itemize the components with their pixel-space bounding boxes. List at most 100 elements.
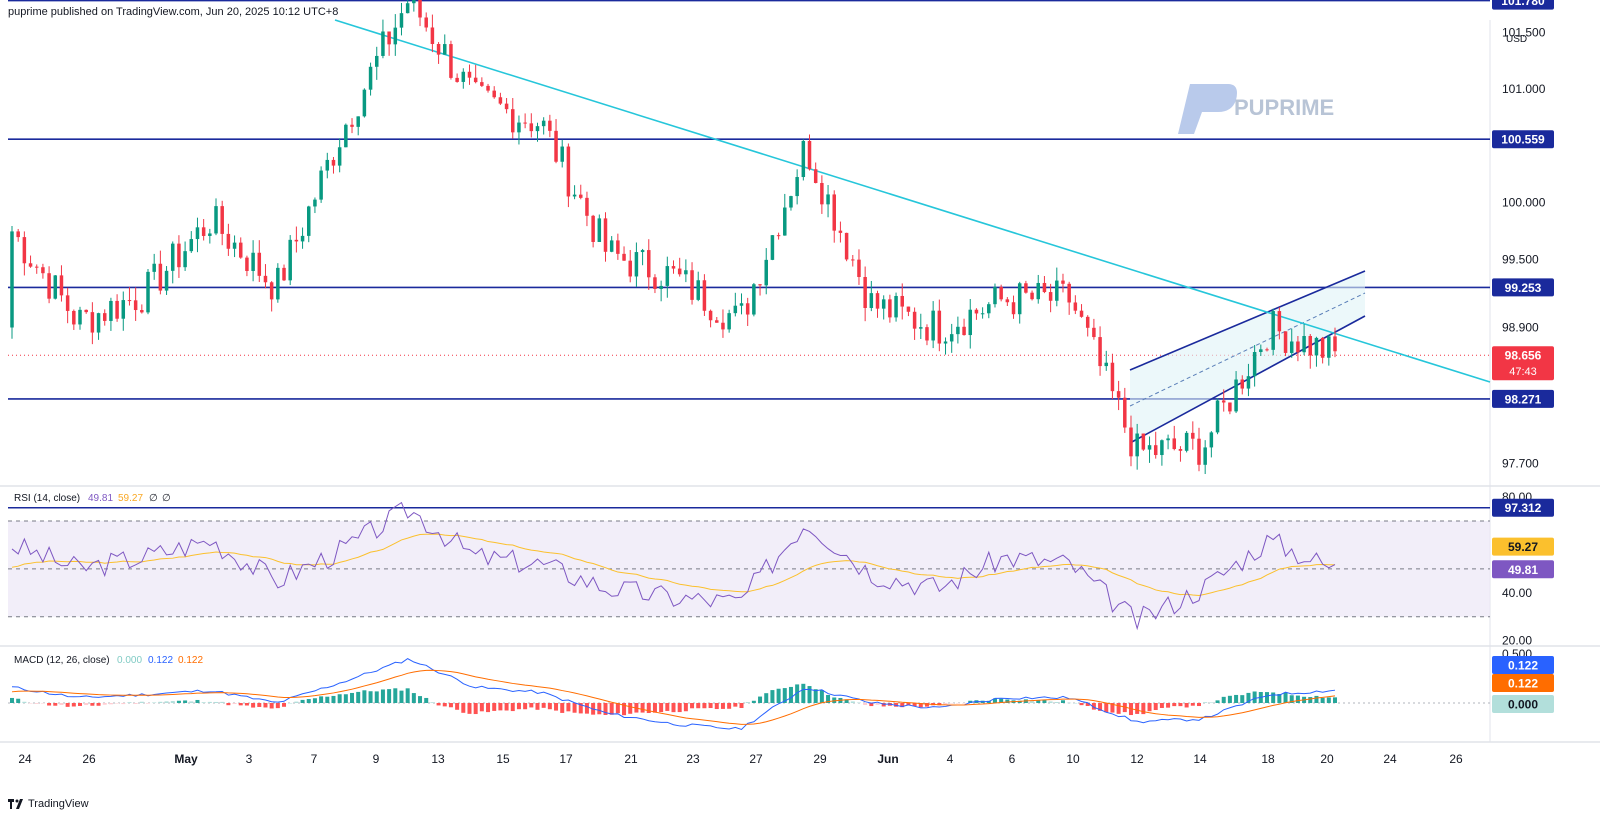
macd-histogram-bar xyxy=(34,703,39,704)
macd-histogram-bar xyxy=(1209,702,1214,703)
candle-body xyxy=(1265,349,1269,351)
candle-body xyxy=(300,235,305,242)
footer: TradingView xyxy=(8,798,89,810)
candle-body xyxy=(1042,282,1047,293)
macd-histogram-bar xyxy=(152,702,157,703)
macd-histogram-bar xyxy=(844,699,849,703)
macd-histogram-bar xyxy=(807,686,812,703)
candle-body xyxy=(1172,438,1177,450)
candle-body xyxy=(1203,447,1207,465)
candle-body xyxy=(443,44,447,55)
time-tick: 10 xyxy=(1066,752,1080,766)
macd-histogram-bar xyxy=(139,701,144,703)
time-axis: 24 26 May 3 7 9 13 15 17 21 23 27 29 Jun 4 6 10 12 14 18 20 2… xyxy=(18,752,1463,766)
macd-histogram-bar xyxy=(1067,702,1072,704)
macd-histogram-bar xyxy=(232,703,237,705)
candle-body xyxy=(331,159,336,166)
macd-histogram-bar xyxy=(696,703,701,709)
candle-body xyxy=(238,242,243,258)
macd-histogram-bar xyxy=(1190,703,1195,706)
candle-body xyxy=(313,199,317,207)
macd-histogram-bar xyxy=(523,703,528,710)
time-tick: 12 xyxy=(1130,752,1144,766)
macd-histogram-bar xyxy=(1240,695,1245,703)
macd-histogram-bar xyxy=(251,703,256,708)
macd-histogram-bar xyxy=(597,703,602,715)
candle-body xyxy=(245,257,249,271)
candles xyxy=(10,0,1337,475)
candle-body xyxy=(832,194,836,231)
macd-title: MACD (12, 26, close) xyxy=(14,655,110,666)
macd-histogram-bar xyxy=(1042,700,1047,703)
macd-histogram-bar xyxy=(269,703,274,709)
candle-body xyxy=(566,146,571,197)
macd-histogram-bar xyxy=(214,701,219,703)
candle-body xyxy=(758,284,762,286)
candle-body xyxy=(59,275,64,296)
candle-body xyxy=(1221,400,1226,403)
candle-body xyxy=(647,250,651,278)
candle-body xyxy=(1092,327,1096,338)
candle-body xyxy=(1327,336,1331,358)
macd-histogram-bar xyxy=(572,703,577,713)
candle-body xyxy=(480,82,484,86)
macd-histogram-bar xyxy=(1135,703,1140,714)
candle-body xyxy=(350,124,354,127)
macd-histogram-bar xyxy=(59,703,64,705)
macd-histogram-bar xyxy=(832,697,837,703)
macd-histogram-bar xyxy=(257,703,262,707)
macd-histogram-bar xyxy=(739,703,744,709)
candle-body xyxy=(820,182,824,205)
macd-histogram-bar xyxy=(758,696,763,703)
candle-body xyxy=(752,284,756,315)
macd-histogram-bar xyxy=(350,692,355,703)
candle-body xyxy=(436,44,441,55)
support-resistance-levels xyxy=(8,0,1490,509)
candle-body xyxy=(257,252,262,276)
macd-histogram-bar xyxy=(826,694,831,703)
macd-histogram-bar xyxy=(195,699,200,703)
macd-histogram-bar xyxy=(510,703,515,712)
macd-histogram-bar xyxy=(294,701,299,703)
macd-histogram-bar xyxy=(498,703,503,711)
rsi-title: RSI (14, close) xyxy=(14,493,80,504)
current-price-label: 98.656 xyxy=(1505,349,1542,363)
candle-body xyxy=(263,275,268,283)
macd-histogram-bar xyxy=(127,702,132,703)
macd-histogram-bar xyxy=(1283,692,1288,703)
candle-body xyxy=(208,233,212,236)
macd-histogram-bar xyxy=(368,691,373,703)
candle-body xyxy=(1228,402,1232,412)
macd-histogram-bar xyxy=(306,699,311,703)
macd-histogram-bar xyxy=(362,690,367,703)
candle-body xyxy=(968,309,972,336)
macd-histogram-bar xyxy=(337,694,342,703)
macd-histogram-bar xyxy=(584,703,589,714)
candle-body xyxy=(319,170,323,200)
macd-histogram-bar xyxy=(282,703,287,707)
candle-body xyxy=(133,300,138,311)
time-tick: 23 xyxy=(686,752,700,766)
candle-body xyxy=(1191,432,1195,439)
candle-body xyxy=(523,122,527,124)
candle-body xyxy=(375,55,379,67)
candle-body xyxy=(418,0,422,18)
candle-body xyxy=(189,239,194,252)
macd-histogram-bar xyxy=(1085,703,1090,706)
candle-body xyxy=(102,313,107,321)
candle-body xyxy=(486,85,490,91)
price-chart[interactable]: PUPRIME RSI (14, close) 49.81 59.27 ∅ ∅ 80.00… xyxy=(0,0,1600,795)
macd-histogram-bar xyxy=(714,703,719,710)
macd-histogram-bar xyxy=(547,703,552,710)
macd-histogram-bar xyxy=(275,703,280,709)
time-tick: 15 xyxy=(496,752,510,766)
macd-histogram-bar xyxy=(894,703,899,707)
macd-histogram-bar xyxy=(16,698,21,703)
signal-line xyxy=(11,669,1336,725)
macd-histogram-bar xyxy=(461,703,466,713)
macd-histogram-bar xyxy=(96,703,101,706)
macd-histogram-bar xyxy=(84,703,89,706)
time-tick: 21 xyxy=(624,752,638,766)
candle-body xyxy=(733,305,738,314)
candle-body xyxy=(906,306,911,312)
